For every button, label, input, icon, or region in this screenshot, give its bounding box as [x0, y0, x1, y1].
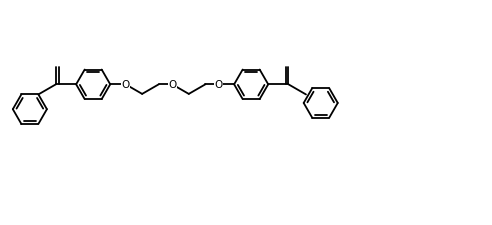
- Text: O: O: [215, 80, 223, 90]
- Text: O: O: [168, 80, 176, 90]
- Text: O: O: [122, 80, 130, 90]
